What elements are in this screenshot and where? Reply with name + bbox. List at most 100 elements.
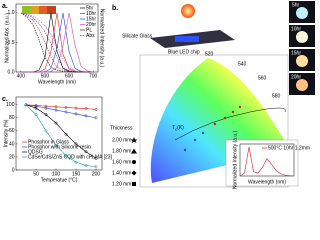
thickness: 1.60 mm (112, 159, 131, 165)
y-tick-label: 0 (12, 167, 15, 173)
point (84, 163, 88, 167)
wavelength-label: 560 (258, 75, 267, 81)
series-line (25, 104, 97, 119)
series-line (20, 12, 94, 73)
label-silicate-glass: Silicate Glass (122, 33, 153, 39)
x-axis-label: Wavelength (nm) (248, 179, 286, 185)
point (94, 116, 98, 120)
led-chip (175, 36, 199, 42)
photo-label: 5hr (292, 2, 300, 8)
legend-label: 10hr (86, 11, 96, 17)
x-axis-label: Wavelength (nm) (38, 79, 76, 85)
legend-label: CdSe/CdS/ZnS CQD with cPLMA [23] (28, 154, 113, 160)
cie-frame (139, 54, 289, 188)
cie-point (238, 105, 242, 109)
series-line (25, 104, 97, 168)
wavelength-label: 520 (205, 51, 214, 57)
point (34, 104, 38, 108)
photo-vial (22, 6, 31, 14)
plot-frame (15, 3, 99, 73)
x-tick-label: 600 (65, 73, 74, 79)
figure: b. Silicate Glass Blue LED chip 520 540 … (2, 1, 315, 189)
series-line (20, 12, 94, 73)
thickness: 1.20 mm (112, 181, 131, 187)
point (34, 106, 38, 110)
cie-point (193, 138, 197, 142)
series-line (25, 104, 97, 110)
photo-vial (39, 6, 47, 14)
y-tick-label: 60 (9, 128, 15, 134)
point (44, 129, 48, 133)
photo-label: 20hr (291, 74, 301, 80)
point (54, 121, 58, 125)
marker-circle (132, 160, 136, 164)
tc-sub: c (175, 127, 177, 132)
cie-points (213, 105, 242, 126)
photo-label: 10hr (291, 26, 301, 32)
point (94, 165, 98, 169)
tc-label: Tc(K) (172, 125, 184, 131)
cie-point (231, 110, 235, 114)
panel-label: c. (2, 96, 8, 103)
thickness: 1.40 mm (112, 170, 131, 176)
y-tick-label: 80 (9, 115, 15, 121)
legend-label: 500°C 10hr 1.2mm (268, 145, 310, 151)
series-line (20, 12, 94, 73)
point (74, 160, 78, 164)
y-tick-label: 40 (9, 141, 15, 147)
y-tick-label: 100 (6, 102, 15, 108)
point (44, 113, 48, 117)
legend-label: 5hr (86, 5, 94, 11)
tc-unit: (K) (177, 125, 184, 131)
point (64, 110, 68, 114)
legend-label: QDSG (28, 149, 43, 155)
series-line (25, 104, 97, 159)
point (84, 114, 88, 118)
series-line (20, 12, 94, 73)
point (54, 143, 58, 147)
series-line (239, 146, 295, 177)
point (94, 156, 98, 160)
point (94, 107, 98, 111)
x-tick-label: 400 (17, 73, 26, 79)
marker-square (132, 182, 136, 186)
plot-frame (239, 143, 295, 177)
y2-axis-label: Normalized Intensity (a.u.) (99, 9, 105, 68)
glow-sphere (181, 4, 195, 18)
thickness: 2.00 mm (112, 137, 131, 143)
legend-label: PL (86, 27, 92, 33)
cie-point (183, 148, 187, 152)
photo-label: 15hr (291, 50, 301, 56)
cie-point (201, 131, 205, 135)
point (74, 106, 78, 110)
tc: T (172, 125, 175, 131)
series-line (20, 12, 94, 73)
photo-glow (296, 55, 308, 67)
legend-label: 15hr (86, 16, 96, 22)
point (84, 150, 88, 154)
wavelength-label: 580 (272, 93, 281, 99)
x-tick-label: 700 (89, 73, 98, 79)
y-tick-label: 1.0 (8, 10, 15, 16)
y-axis-label: Intensity (%) (3, 119, 9, 147)
label-blue-led: Blue LED chip (168, 49, 200, 55)
y-tick-label: 0.0 (8, 69, 15, 75)
legend-label: 20hr (86, 22, 96, 28)
point (44, 106, 48, 110)
thickness-title: Thickness (110, 125, 133, 131)
point (64, 105, 68, 109)
x-tick-label: 500 (41, 73, 50, 79)
x-axis-label: Temperatue (°C) (41, 177, 78, 183)
legend-label: Phosphor with Silicone resin (28, 144, 91, 150)
legend-label: Abs (86, 33, 95, 39)
legend-label: Phosphor in Glass (28, 139, 69, 145)
series-line (20, 12, 94, 73)
point (74, 112, 78, 116)
marker-diamond (131, 170, 137, 176)
point (24, 103, 28, 107)
y-axis-label: Normalized Intensity (a.u.) (232, 130, 238, 189)
y-tick-label: 20 (9, 154, 15, 160)
point (44, 104, 48, 108)
wavelength-label: 540 (238, 61, 247, 67)
x-tick-label: 100 (52, 171, 61, 177)
